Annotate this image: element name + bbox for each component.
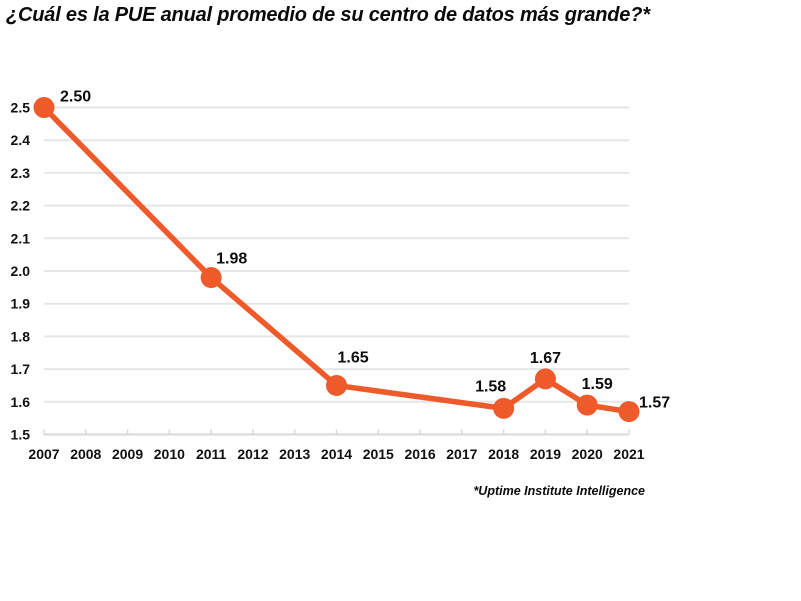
data-point-label-2021: 1.57	[639, 395, 670, 412]
x-axis-tick-label: 2009	[112, 446, 143, 462]
y-axis-tick-label: 1.9	[11, 296, 31, 312]
data-point-marker-2021	[618, 401, 640, 423]
x-axis-tick-label: 2016	[404, 446, 435, 462]
y-axis-tick-label: 1.8	[11, 328, 31, 344]
data-point-marker-2014	[326, 374, 347, 396]
y-axis-tick-label: 1.6	[11, 394, 31, 410]
source-footnote: *Uptime Institute Intelligence	[473, 484, 645, 498]
data-point-label-2011: 1.98	[216, 251, 247, 268]
x-axis-tick-label: 2013	[279, 446, 310, 462]
x-axis-tick-label: 2010	[154, 446, 185, 462]
y-axis-tick-label: 2.1	[11, 230, 31, 246]
x-axis-tick-label: 2015	[363, 446, 394, 462]
chart-title: ¿Cuál es la PUE anual promedio de su cen…	[6, 4, 650, 26]
y-axis-tick-label: 2.4	[11, 132, 31, 148]
y-axis-tick-label: 2.0	[11, 263, 31, 279]
data-point-label-2018: 1.58	[475, 378, 506, 395]
x-axis-tick-label: 2018	[488, 446, 519, 462]
x-axis-tick-label: 2014	[321, 446, 352, 462]
y-axis-tick-label: 2.2	[11, 198, 31, 214]
x-axis-tick-label: 2017	[446, 446, 477, 462]
x-axis-tick-label: 2020	[572, 446, 603, 462]
x-axis-tick-label: 2011	[196, 446, 227, 462]
y-axis-tick-label: 2.5	[11, 100, 31, 116]
y-axis-tick-label: 2.3	[11, 165, 31, 181]
data-point-label-2007: 2.50	[60, 89, 91, 106]
data-point-marker-2020	[576, 394, 598, 416]
data-point-label-2020: 1.59	[582, 376, 613, 393]
y-axis-tick-label: 1.7	[11, 361, 31, 377]
data-point-marker-2011	[200, 267, 222, 289]
data-point-label-2019: 1.67	[530, 350, 561, 367]
x-axis-tick-label: 2007	[28, 446, 59, 462]
data-point-marker-2019	[534, 368, 556, 390]
data-point-marker-2007	[33, 97, 55, 118]
x-axis-tick-label: 2008	[70, 446, 101, 462]
x-axis-tick-label: 2019	[530, 446, 561, 462]
x-axis-tick-label: 2021	[613, 446, 644, 462]
data-point-marker-2018	[493, 397, 515, 419]
data-point-label-2014: 1.65	[338, 349, 369, 366]
x-axis-tick-label: 2012	[237, 446, 268, 462]
y-axis-tick-label: 1.5	[11, 427, 31, 443]
